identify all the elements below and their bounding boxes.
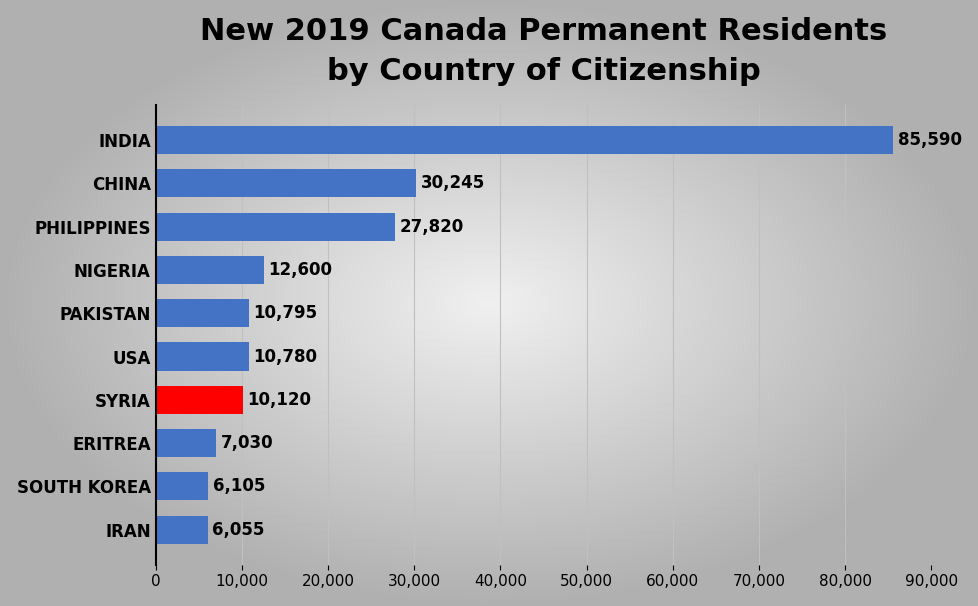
Bar (156, 256, 264, 284)
Text: 12,600: 12,600 (268, 261, 333, 279)
Text: 6,105: 6,105 (212, 478, 265, 495)
Text: 10,795: 10,795 (252, 304, 317, 322)
Text: 27,820: 27,820 (399, 218, 464, 236)
Text: 85,590: 85,590 (897, 131, 960, 149)
Bar (156, 516, 207, 544)
Bar (156, 342, 248, 371)
Bar (156, 429, 216, 457)
Bar (156, 169, 416, 198)
Bar (156, 472, 208, 501)
Bar (156, 386, 243, 414)
Bar (156, 126, 892, 154)
Text: 10,120: 10,120 (246, 391, 311, 409)
Title: New 2019 Canada Permanent Residents
by Country of Citizenship: New 2019 Canada Permanent Residents by C… (200, 17, 886, 86)
Text: 6,055: 6,055 (212, 521, 264, 539)
Text: 7,030: 7,030 (220, 434, 273, 452)
Bar (156, 213, 395, 241)
Text: 10,780: 10,780 (252, 347, 317, 365)
Bar (156, 299, 248, 327)
Text: 30,245: 30,245 (421, 175, 484, 192)
